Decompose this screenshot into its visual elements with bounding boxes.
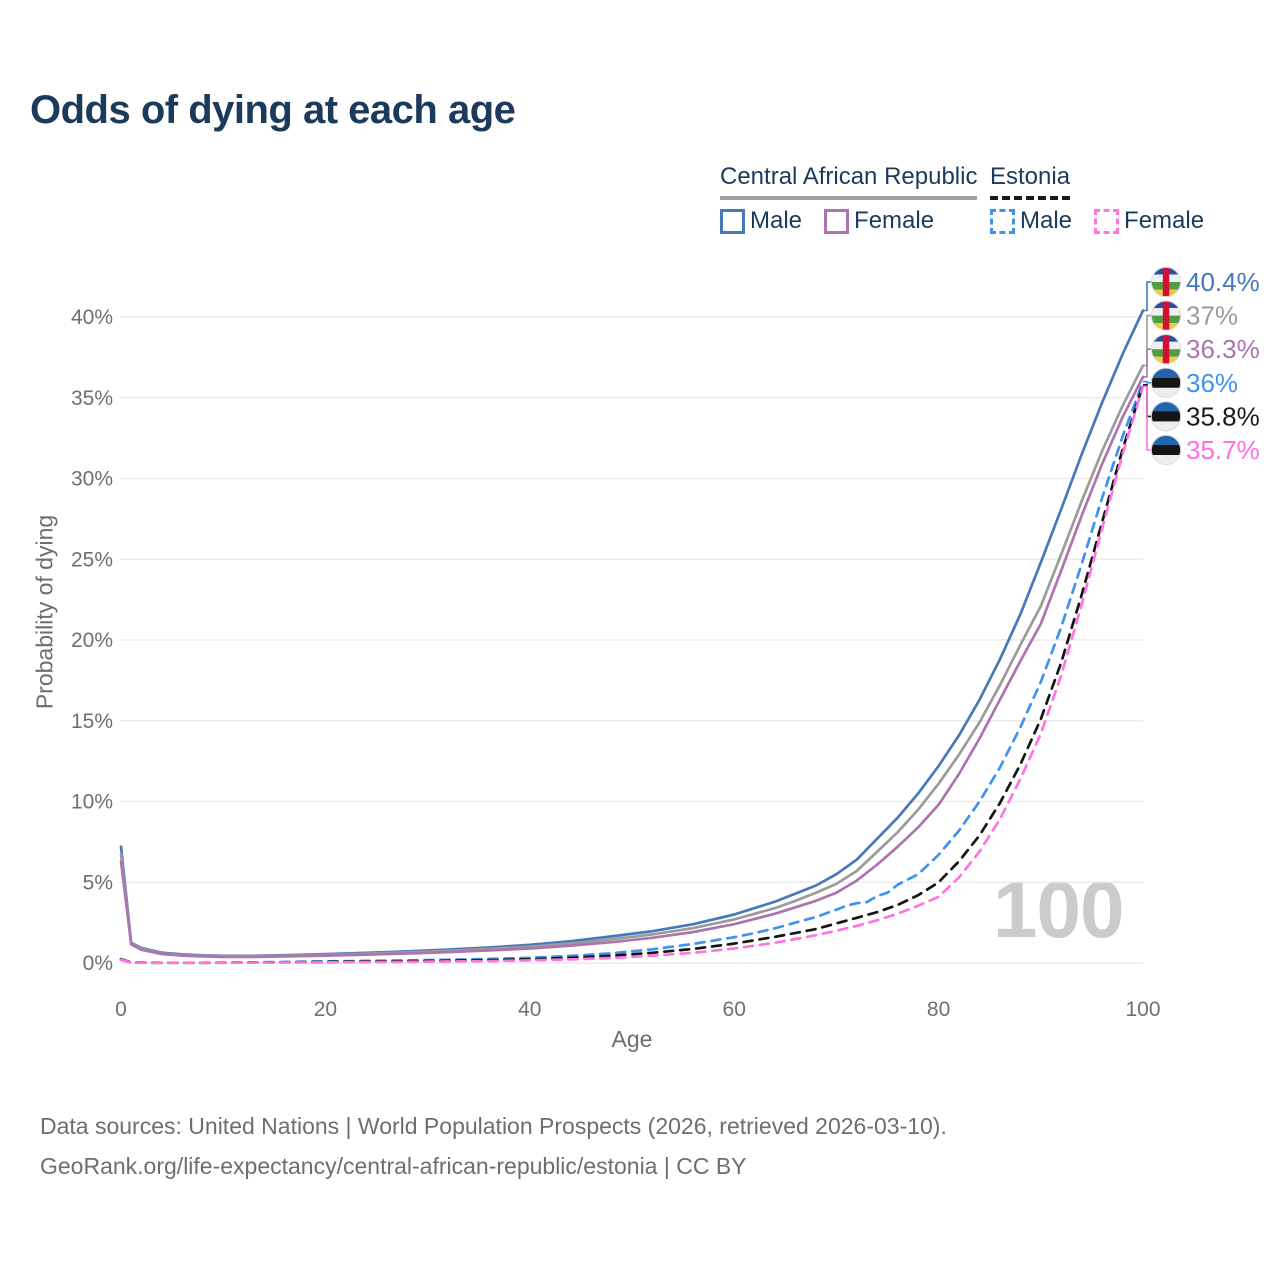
y-tick-label-40: 40%	[71, 306, 113, 329]
legend-item-estonia-male[interactable]: Male	[1020, 207, 1073, 234]
end-value-label-central-african-republic-male: 40.4%	[1186, 267, 1260, 297]
central-african-republic-flag-icon	[1150, 266, 1182, 298]
x-tick-label-100: 100	[1125, 998, 1160, 1021]
central-african-republic-flag-icon	[1150, 300, 1182, 331]
series-line-estonia-both[interactable]	[119, 383, 1145, 965]
footer-data-sources: Data sources: United Nations | World Pop…	[40, 1113, 947, 1139]
leader-line-estonia-female	[1143, 385, 1151, 451]
legend-group-car-label: Central African Republic	[720, 163, 978, 200]
series-line-estonia-male[interactable]	[119, 380, 1145, 965]
footer: Data sources: United Nations | World Pop…	[40, 1106, 947, 1186]
series-line-estonia-female[interactable]	[119, 385, 1145, 965]
leader-line-central-african-republic-female	[1143, 348, 1151, 378]
y-tick-label-15: 15%	[71, 710, 113, 733]
legend-swatch-estonia-female[interactable]	[1094, 208, 1120, 234]
estonia-flag-icon	[1150, 367, 1182, 398]
end-value-label-central-african-republic-female: 36.3%	[1186, 334, 1260, 364]
legend-group-estonia-label: Estonia	[990, 163, 1071, 200]
legend-group-central-african-republic: Central African Republic Male Female	[720, 163, 978, 235]
y-axis-title: Probability of dying	[31, 514, 58, 710]
legend-swatch-estonia-male[interactable]	[990, 208, 1015, 234]
leader-line-central-african-republic-both	[1143, 314, 1151, 367]
legend: Central African Republic Male Female Est…	[0, 0, 1280, 250]
legend-group-estonia: Estonia Male Female	[990, 163, 1204, 235]
legend-item-car-male[interactable]: Male	[750, 207, 803, 234]
series-line-central-african-republic-female[interactable]	[119, 375, 1145, 959]
end-value-label-estonia-male: 36%	[1186, 368, 1238, 398]
central-african-republic-flag-icon	[1150, 334, 1182, 365]
x-tick-label-40: 40	[518, 998, 541, 1021]
y-tick-label-10: 10%	[71, 791, 113, 814]
series-line-central-african-republic-male[interactable]	[119, 309, 1145, 958]
y-tick-label-25: 25%	[71, 548, 113, 571]
y-tick-label-35: 35%	[71, 387, 113, 410]
leader-line-central-african-republic-male	[1143, 281, 1151, 312]
x-tick-label-60: 60	[723, 998, 746, 1021]
x-tick-label-0: 0	[115, 998, 127, 1021]
page-title: Odds of dying at each age	[30, 88, 516, 132]
end-value-label-estonia-female: 35.7%	[1186, 435, 1260, 465]
legend-swatch-car-female[interactable]	[824, 208, 850, 234]
x-axis-title: Age	[611, 1026, 653, 1052]
legend-swatch-car-male[interactable]	[720, 208, 745, 234]
y-tick-label-0: 0%	[83, 952, 113, 975]
estonia-flag-icon	[1150, 434, 1182, 466]
series-line-central-african-republic-both[interactable]	[119, 364, 1145, 958]
x-tick-label-80: 80	[927, 998, 950, 1021]
footer-attribution: GeoRank.org/life-expectancy/central-afri…	[40, 1153, 747, 1179]
x-tick-label-20: 20	[314, 998, 337, 1021]
estonia-flag-icon	[1150, 401, 1182, 432]
legend-item-car-female[interactable]: Female	[854, 207, 935, 234]
leader-line-estonia-male	[1143, 380, 1151, 384]
end-value-label-central-african-republic-both: 37%	[1186, 301, 1238, 331]
y-tick-label-30: 30%	[71, 468, 113, 491]
legend-item-estonia-female[interactable]: Female	[1124, 207, 1205, 234]
y-tick-label-5: 5%	[83, 871, 113, 894]
y-tick-label-20: 20%	[71, 629, 113, 652]
end-value-label-estonia-both: 35.8%	[1186, 401, 1260, 431]
